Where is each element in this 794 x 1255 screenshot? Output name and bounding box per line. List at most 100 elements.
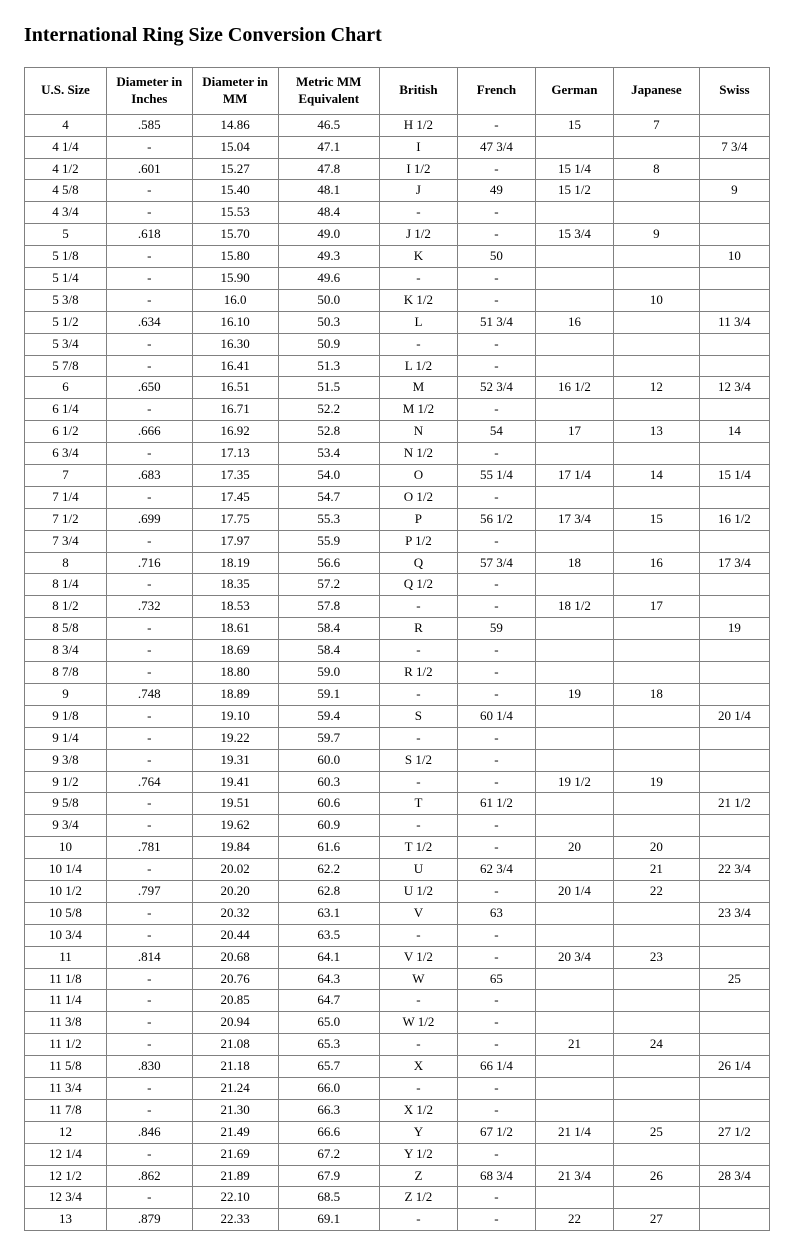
table-cell [699,114,769,136]
table-row: 6.65016.5151.5M52 3/416 1/21212 3/4 [25,377,770,399]
table-cell: - [457,268,535,290]
table-cell [535,1187,613,1209]
table-cell: 20 3/4 [535,946,613,968]
table-cell: 56 1/2 [457,508,535,530]
table-row: 9 1/4-19.2259.7-- [25,727,770,749]
table-row: 6 3/4-17.1353.4N 1/2- [25,443,770,465]
ring-size-table: U.S. Size Diameter in Inches Diameter in… [24,67,770,1231]
table-row: 9 3/8-19.3160.0S 1/2- [25,749,770,771]
table-cell: 60.3 [278,771,379,793]
table-cell: 8 5/8 [25,618,107,640]
table-cell [699,530,769,552]
table-cell: 21 1/2 [699,793,769,815]
table-cell: - [106,815,192,837]
table-cell: - [379,640,457,662]
table-row: 5.61815.7049.0J 1/2-15 3/49 [25,224,770,246]
table-cell: J 1/2 [379,224,457,246]
table-cell [535,486,613,508]
table-cell: 7 3/4 [699,136,769,158]
table-cell: 52.8 [278,421,379,443]
table-cell [613,355,699,377]
table-cell: 18.53 [192,596,278,618]
col-us-size: U.S. Size [25,68,107,115]
table-cell: 20.20 [192,880,278,902]
table-cell: 20.68 [192,946,278,968]
table-cell: O 1/2 [379,486,457,508]
table-cell: 12 1/4 [25,1143,107,1165]
table-cell: 62 3/4 [457,859,535,881]
table-cell: 51.3 [278,355,379,377]
table-header-row: U.S. Size Diameter in Inches Diameter in… [25,68,770,115]
table-cell [699,224,769,246]
table-cell: - [106,443,192,465]
table-cell: - [106,399,192,421]
table-row: 5 3/4-16.3050.9-- [25,333,770,355]
table-cell: 11 5/8 [25,1056,107,1078]
table-cell: - [457,771,535,793]
col-diameter-inches: Diameter in Inches [106,68,192,115]
table-cell: 10 1/4 [25,859,107,881]
table-cell [535,355,613,377]
table-cell: - [379,771,457,793]
table-cell: 15 1/4 [535,158,613,180]
table-cell: 9 1/4 [25,727,107,749]
table-cell: 15 1/4 [699,465,769,487]
table-cell: 21.49 [192,1121,278,1143]
table-cell: 27 [613,1209,699,1231]
table-cell: 17.97 [192,530,278,552]
table-cell: .764 [106,771,192,793]
table-cell: 19 [613,771,699,793]
table-cell: - [106,990,192,1012]
table-row: 8 7/8-18.8059.0R 1/2- [25,662,770,684]
table-cell: 17.13 [192,443,278,465]
table-row: 8 1/4-18.3557.2Q 1/2- [25,574,770,596]
table-row: 12 1/2.86221.8967.9Z68 3/421 3/42628 3/4 [25,1165,770,1187]
table-cell: 19.31 [192,749,278,771]
table-cell: 64.3 [278,968,379,990]
table-cell: 60 1/4 [457,705,535,727]
table-cell [613,793,699,815]
table-row: 11.81420.6864.1V 1/2-20 3/423 [25,946,770,968]
table-cell: 16 1/2 [699,508,769,530]
table-cell: N [379,421,457,443]
table-cell: 8 1/4 [25,574,107,596]
table-cell: .748 [106,683,192,705]
table-cell: 13 [25,1209,107,1231]
table-cell: 13 [613,421,699,443]
table-cell: - [457,662,535,684]
table-cell: 21 [613,859,699,881]
table-cell: - [457,443,535,465]
table-cell: 20.85 [192,990,278,1012]
table-cell: - [457,990,535,1012]
table-cell [535,574,613,596]
table-cell [699,640,769,662]
table-cell: 16 [535,311,613,333]
table-row: 11 1/4-20.8564.7-- [25,990,770,1012]
table-cell: 58.4 [278,618,379,640]
table-cell: 60.6 [278,793,379,815]
table-cell: 52 3/4 [457,377,535,399]
table-cell: - [457,727,535,749]
table-cell: R 1/2 [379,662,457,684]
table-cell [535,1056,613,1078]
table-cell [535,1099,613,1121]
table-cell: 7 1/4 [25,486,107,508]
table-row: 10 3/4-20.4463.5-- [25,924,770,946]
table-cell: 9 [613,224,699,246]
table-cell: K [379,246,457,268]
table-cell: - [106,749,192,771]
table-cell: 15.53 [192,202,278,224]
table-cell: - [106,202,192,224]
table-cell: X 1/2 [379,1099,457,1121]
table-cell: 12 1/2 [25,1165,107,1187]
table-cell: 21.30 [192,1099,278,1121]
table-cell: - [106,1034,192,1056]
table-row: 12 3/4-22.1068.5Z 1/2- [25,1187,770,1209]
table-row: 10 5/8-20.3263.1V6323 3/4 [25,902,770,924]
table-cell: 48.4 [278,202,379,224]
table-cell: - [106,640,192,662]
table-row: 4 1/4-15.0447.1I47 3/47 3/4 [25,136,770,158]
table-cell: - [106,968,192,990]
table-cell: 20.44 [192,924,278,946]
table-cell: .650 [106,377,192,399]
